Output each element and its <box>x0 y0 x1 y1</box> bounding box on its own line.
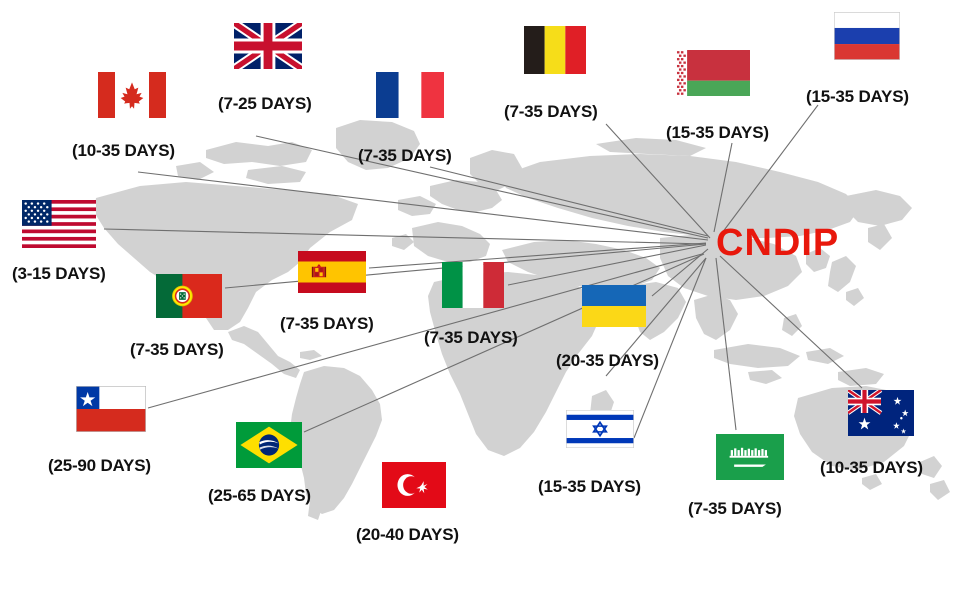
flag-united-states[interactable] <box>22 200 96 248</box>
flag-france[interactable] <box>376 72 444 118</box>
flag-australia[interactable] <box>848 390 914 436</box>
delivery-time-label-turkey: (20-40 DAYS) <box>356 525 459 544</box>
delivery-time-label-france: (7-35 DAYS) <box>358 146 452 165</box>
delivery-time-label-united-kingdom: (7-25 DAYS) <box>218 94 312 113</box>
delivery-time-label-belgium: (7-35 DAYS) <box>504 102 598 121</box>
route-line-ukraine <box>651 248 709 297</box>
flag-canada[interactable] <box>98 72 166 118</box>
delivery-time-label-saudi-arabia: (7-35 DAYS) <box>688 499 782 518</box>
flag-belgium[interactable] <box>524 26 586 74</box>
flag-russia[interactable] <box>834 12 900 60</box>
delivery-time-label-russia: (15-35 DAYS) <box>806 87 909 106</box>
route-line-canada <box>137 171 709 241</box>
route-line-saudi-arabia <box>715 257 737 431</box>
delivery-time-label-brazil: (25-65 DAYS) <box>208 486 311 505</box>
delivery-time-label-spain: (7-35 DAYS) <box>280 314 374 333</box>
flag-brazil[interactable] <box>236 422 302 468</box>
flag-spain[interactable] <box>298 251 366 293</box>
delivery-time-label-united-states: (3-15 DAYS) <box>12 264 106 283</box>
delivery-time-label-belarus: (15-35 DAYS) <box>666 123 769 142</box>
flag-belarus[interactable] <box>676 50 750 96</box>
hub-label-cndip: CNDIP <box>716 222 840 264</box>
route-line-spain <box>368 242 707 269</box>
flag-italy[interactable] <box>442 262 504 308</box>
route-line-belarus <box>713 142 733 233</box>
delivery-time-label-canada: (10-35 DAYS) <box>72 141 175 160</box>
flag-united-kingdom[interactable] <box>234 23 302 69</box>
route-line-france <box>429 166 709 237</box>
route-line-australia <box>719 255 863 389</box>
delivery-time-label-israel: (15-35 DAYS) <box>538 477 641 496</box>
delivery-time-label-chile: (25-90 DAYS) <box>48 456 151 475</box>
flag-saudi-arabia[interactable] <box>716 434 784 480</box>
route-line-united-states <box>103 228 707 245</box>
delivery-time-label-portugal: (7-35 DAYS) <box>130 340 224 359</box>
route-line-united-kingdom <box>255 135 709 239</box>
flag-ukraine[interactable] <box>582 285 646 327</box>
flag-portugal[interactable] <box>156 274 222 318</box>
delivery-time-label-australia: (10-35 DAYS) <box>820 458 923 477</box>
flag-chile[interactable] <box>76 386 146 432</box>
flag-israel[interactable] <box>566 410 634 448</box>
route-line-italy <box>507 244 707 286</box>
flag-turkey[interactable] <box>382 462 446 508</box>
delivery-time-label-ukraine: (20-35 DAYS) <box>556 351 659 370</box>
delivery-time-label-italy: (7-35 DAYS) <box>424 328 518 347</box>
